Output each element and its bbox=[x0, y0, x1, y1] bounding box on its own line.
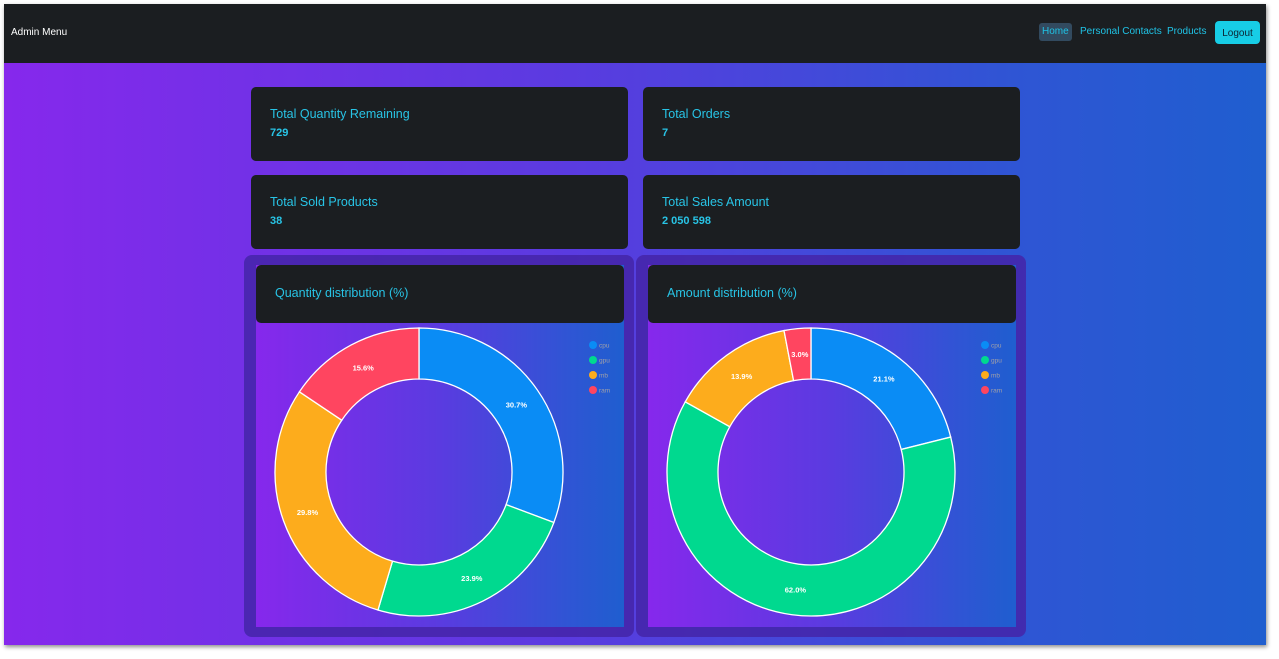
slice-label-mb: 29.8% bbox=[297, 508, 319, 517]
nav-link-home[interactable]: Home bbox=[1039, 23, 1072, 41]
legend-label-ram[interactable]: ram bbox=[599, 388, 610, 395]
donut-slice-ram bbox=[783, 327, 812, 382]
legend-marker-gpu bbox=[981, 356, 989, 364]
stat-card-sold-products: Total Sold Products 38 bbox=[251, 175, 628, 249]
legend-marker-gpu bbox=[589, 356, 597, 364]
donut-slice-gpu bbox=[377, 503, 555, 617]
donut-slice-ram bbox=[298, 327, 420, 422]
stat-value: 729 bbox=[270, 127, 289, 139]
stat-value: 7 bbox=[662, 127, 669, 139]
quantity-chart-body: Quantity distribution (%) 30.7% 23.9% 29.8… bbox=[256, 265, 624, 627]
slice-label-gpu: 62.0% bbox=[785, 585, 807, 594]
logout-button[interactable]: Logout bbox=[1215, 21, 1260, 44]
slice-label-mb: 13.9% bbox=[731, 372, 753, 381]
legend-label-mb[interactable]: mb bbox=[599, 373, 608, 380]
brand-title: Admin Menu bbox=[11, 27, 68, 38]
stat-title: Total Quantity Remaining bbox=[270, 107, 410, 121]
legend-marker-cpu bbox=[981, 341, 989, 349]
donut-slice-gpu bbox=[666, 400, 956, 617]
legend-marker-ram bbox=[981, 386, 989, 394]
legend-marker-mb bbox=[981, 371, 989, 379]
stat-card-sales-amount: Total Sales Amount 2 050 598 bbox=[643, 175, 1020, 249]
quantity-chart-header: Quantity distribution (%) bbox=[256, 265, 624, 323]
navbar: Admin Menu Home Personal Contacts Produc… bbox=[4, 4, 1266, 63]
slice-label-ram: 3.0% bbox=[791, 350, 808, 359]
legend-label-gpu[interactable]: gpu bbox=[991, 358, 1002, 365]
chart-title: Amount distribution (%) bbox=[667, 286, 797, 300]
legend-label-cpu[interactable]: cpu bbox=[991, 343, 1002, 350]
donut-slice-mb bbox=[274, 390, 394, 611]
slice-label-ram: 15.6% bbox=[353, 363, 375, 372]
amount-chart-panel: Amount distribution (%) 21.1% 62.0% 13.9% 3… bbox=[636, 255, 1026, 637]
stat-card-total-orders: Total Orders 7 bbox=[643, 87, 1020, 161]
donut-slice-cpu bbox=[810, 327, 952, 451]
legend-label-ram[interactable]: ram bbox=[991, 388, 1002, 395]
stat-title: Total Orders bbox=[662, 107, 731, 121]
quantity-donut-chart: 30.7% 23.9% 29.8% 15.6% cpu gpu mb ram bbox=[274, 327, 610, 617]
legend-label-mb[interactable]: mb bbox=[991, 373, 1000, 380]
stat-card-quantity-remaining: Total Quantity Remaining 729 bbox=[251, 87, 628, 161]
stat-value: 38 bbox=[270, 215, 283, 227]
amount-chart-body: Amount distribution (%) 21.1% 62.0% 13.9% 3… bbox=[648, 265, 1016, 627]
stat-title: Total Sold Products bbox=[270, 195, 378, 209]
legend-label-gpu[interactable]: gpu bbox=[599, 358, 610, 365]
stat-title: Total Sales Amount bbox=[662, 195, 770, 209]
quantity-chart-panel: Quantity distribution (%) 30.7% 23.9% 29.8… bbox=[244, 255, 634, 637]
stat-value: 2 050 598 bbox=[662, 215, 711, 227]
slice-label-gpu: 23.9% bbox=[461, 574, 483, 583]
nav-link-products[interactable]: Products bbox=[1167, 26, 1207, 37]
app-frame: Admin Menu Home Personal Contacts Produc… bbox=[4, 4, 1266, 645]
donut-slice-cpu bbox=[418, 327, 564, 524]
amount-chart-header: Amount distribution (%) bbox=[648, 265, 1016, 323]
chart-title: Quantity distribution (%) bbox=[275, 286, 409, 300]
legend-label-cpu[interactable]: cpu bbox=[599, 343, 610, 350]
slice-label-cpu: 30.7% bbox=[506, 400, 528, 409]
slice-label-cpu: 21.1% bbox=[873, 375, 895, 384]
legend-marker-cpu bbox=[589, 341, 597, 349]
legend-marker-mb bbox=[589, 371, 597, 379]
legend-marker-ram bbox=[589, 386, 597, 394]
amount-donut-chart: 21.1% 62.0% 13.9% 3.0% cpu gpu mb ram bbox=[666, 327, 1002, 617]
nav-link-personal-contacts[interactable]: Personal Contacts bbox=[1080, 26, 1162, 37]
